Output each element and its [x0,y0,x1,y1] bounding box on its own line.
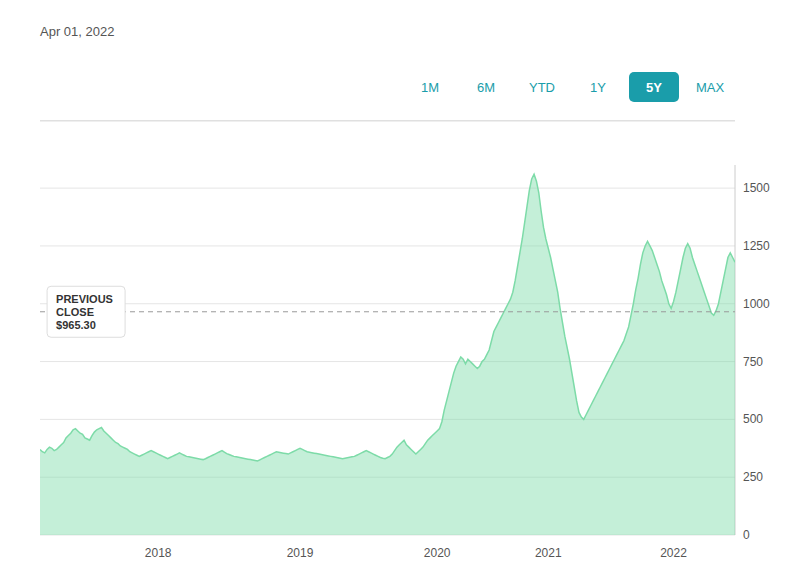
range-buttons: 1M 6M YTD 1Y 5Y MAX [421,72,724,102]
range-button: YTD [529,80,555,95]
subtitle: Apr 01, 2022 [40,24,114,39]
grid-line [40,188,735,189]
x-axis: 2018 2019 2020 2021 2022 [145,546,687,560]
x-tick-label: 2019 [287,546,314,560]
y-tick-label: 250 [743,470,763,484]
chart: Apr 01, 2022 1M 6M YTD 1Y 5Y MAX 0 250 500 750 1000… [0,0,800,581]
annotation-box [47,286,125,337]
active-button-bg [629,72,679,102]
annotation: PREVIOUSCLOSE$965.30 [47,286,125,337]
y-tick-label: 1000 [743,297,770,311]
range-button: 1M [421,80,439,95]
range-button: 1Y [590,80,606,95]
x-tick-label: 2020 [424,546,451,560]
grid-line [40,245,735,246]
y-tick-label: 500 [743,412,763,426]
range-button: 5Y [646,80,662,95]
reference-line [40,311,735,312]
range-button: MAX [696,80,725,95]
grid-line [40,303,735,304]
y-tick-label: 750 [743,355,763,369]
line [40,174,735,461]
y-tick-label: 1500 [743,181,770,195]
separator [40,120,735,122]
y-axis: 0 250 500 750 1000 1250 1500 [735,165,770,542]
y-tick-label: 0 [743,528,750,542]
range-button: 6M [477,80,495,95]
x-tick-label: 2018 [145,546,172,560]
plot-area [40,174,735,535]
area [40,174,735,535]
y-tick-label: 1250 [743,239,770,253]
annotation-text: PREVIOUSCLOSE$965.30 [56,293,113,331]
x-tick-label: 2021 [535,546,562,560]
x-tick-label: 2022 [660,546,687,560]
